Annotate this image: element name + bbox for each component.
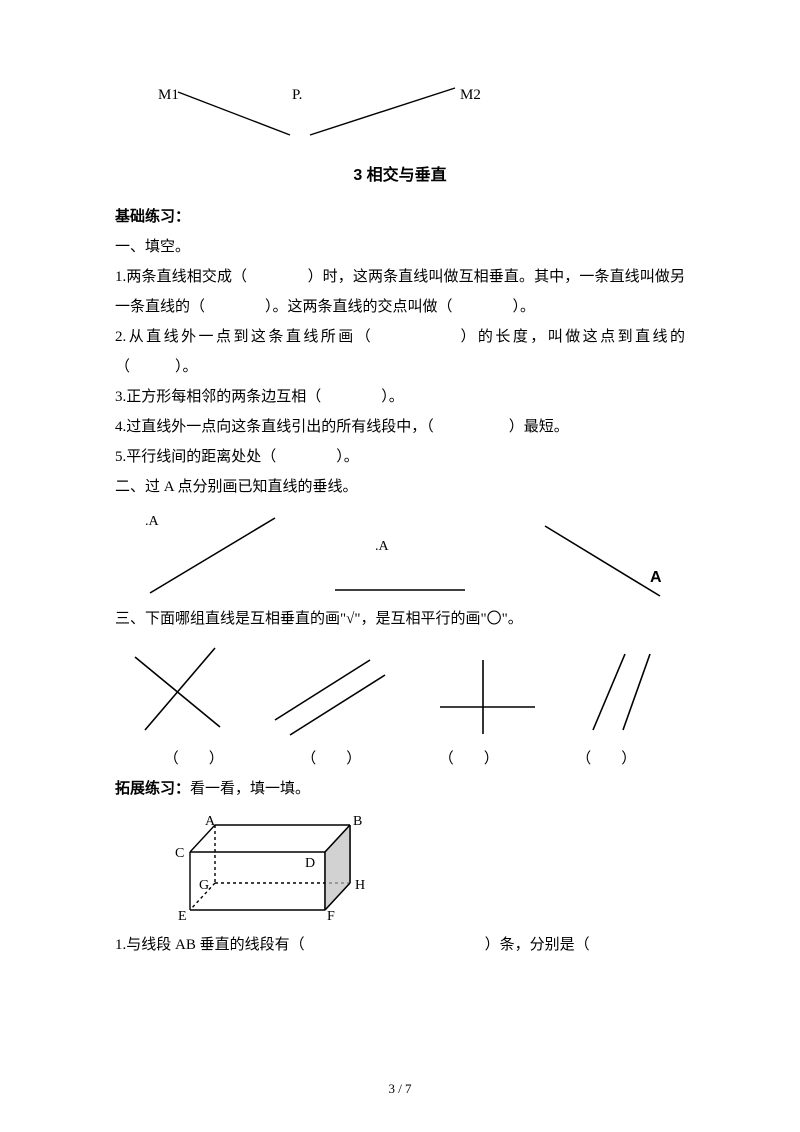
- vertex-e: E: [178, 903, 187, 931]
- brackets-row: （ ） （ ） （ ） （ ）: [115, 744, 685, 774]
- diagram-row-perpendicular: .A .A A: [115, 508, 685, 598]
- top-diagram-svg: [115, 80, 685, 150]
- cuboid-diagram: A B C D E F G H: [175, 810, 415, 930]
- vertex-a: A: [205, 808, 215, 836]
- part1-heading: 一、填空。: [115, 232, 685, 262]
- label-m2: M2: [460, 80, 481, 110]
- label-a3: A: [650, 562, 662, 594]
- vertex-b: B: [353, 808, 362, 836]
- label-a2: .A: [375, 533, 389, 561]
- question-5: 5.平行线间的距离处处（ ）。: [115, 442, 685, 472]
- question-4: 4.过直线外一点向这条直线引出的所有线段中，（ ）最短。: [115, 412, 685, 442]
- line-pairs-svg: [115, 642, 685, 742]
- question-3: 3.正方形每相邻的两条边互相（ ）。: [115, 382, 685, 412]
- extend-q1: 1.与线段 AB 垂直的线段有（ ）条，分别是（: [115, 930, 685, 960]
- bracket-4: （ ）: [576, 744, 636, 774]
- part2-heading: 二、过 A 点分别画已知直线的垂线。: [115, 472, 685, 502]
- top-diagram: M1 P. M2: [115, 80, 685, 150]
- part3-heading: 三、下面哪组直线是互相垂直的画"√"，是互相平行的画"〇"。: [115, 604, 685, 634]
- bracket-3: （ ）: [439, 744, 499, 774]
- label-p: P.: [292, 80, 302, 110]
- bracket-1: （ ）: [164, 744, 224, 774]
- label-m1: M1: [158, 80, 179, 110]
- page-number: 3 / 7: [0, 1076, 800, 1102]
- extend-heading-line: 拓展练习：看一看，填一填。: [115, 774, 685, 804]
- question-2: 2.从直线外一点到这条直线所画（ ）的长度，叫做这点到直线的（ ）。: [115, 322, 685, 382]
- extend-heading: 拓展练习：: [115, 780, 190, 797]
- bracket-2: （ ）: [301, 744, 361, 774]
- question-1: 1.两条直线相交成（ ）时，这两条直线叫做互相垂直。其中，一条直线叫做另一条直线…: [115, 262, 685, 322]
- vertex-h: H: [355, 872, 365, 900]
- line-pairs-row: [115, 642, 685, 742]
- section-title: 3 相交与垂直: [115, 160, 685, 192]
- diagram-svg-perp: [115, 508, 685, 598]
- extend-text: 看一看，填一填。: [190, 781, 310, 797]
- basic-heading: 基础练习：: [115, 202, 685, 232]
- vertex-d: D: [305, 850, 315, 878]
- vertex-c: C: [175, 840, 184, 868]
- vertex-g: G: [199, 872, 209, 900]
- label-a1: .A: [145, 508, 159, 536]
- vertex-f: F: [327, 903, 335, 931]
